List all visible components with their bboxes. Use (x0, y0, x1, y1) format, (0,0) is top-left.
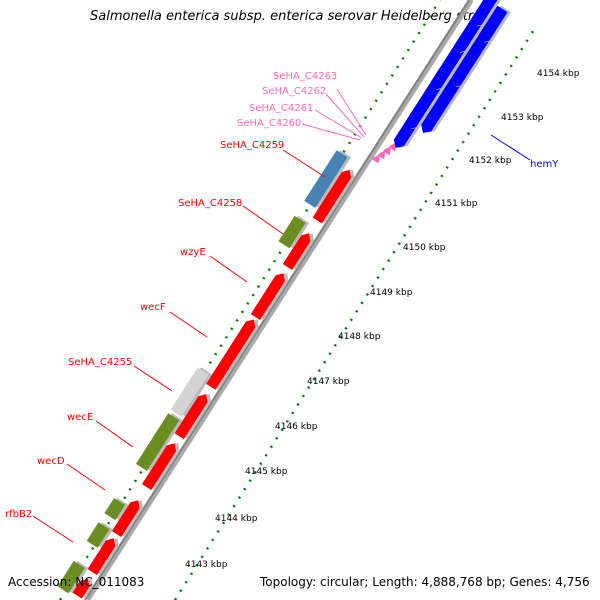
leader-line-sehac4259 (282, 149, 326, 178)
outer-gene-1 (86, 522, 114, 548)
backbone (84, 0, 474, 600)
small-gene-2 (377, 150, 385, 160)
reverse-gene-5 (471, 0, 504, 27)
outer-gene-1-shape (86, 522, 110, 548)
gene-label-hemy: hemY (530, 159, 559, 170)
leader-line-rfbb2 (32, 515, 74, 543)
forward-gene-6-shape (250, 273, 285, 321)
gene-label-sehac4262: SeHA_C4262 (262, 86, 326, 97)
forward-gene-bottom-shape (72, 578, 90, 599)
tick-label-4145: 4145 kbp (245, 467, 288, 477)
tick-label-4149: 4149 kbp (370, 288, 413, 298)
tick-label-4148: 4148 kbp (338, 332, 381, 342)
tick-label-4152: 4152 kbp (469, 156, 512, 166)
small-gene-3-shape (383, 146, 391, 156)
forward-gene-3-shape (141, 443, 177, 491)
gene-label-sehac4259: SeHA_C4259 (220, 140, 284, 151)
small-gene-2-shape (377, 150, 385, 160)
outer-gene-5-shape (278, 215, 306, 249)
minor-tick-line-outer (58, 0, 442, 600)
gene-label-wzye: wzyE (180, 247, 206, 258)
leader-line-sehac4261 (314, 109, 363, 139)
reverse-gene-outer-1-shape (421, 79, 461, 134)
forward-gene-7-shape (282, 233, 311, 270)
genome-summary: Topology: circular; Length: 4,888,768 bp… (260, 575, 590, 589)
leader-line-sehac4260 (301, 123, 361, 141)
gene-label-wece: wecE (67, 412, 93, 423)
outer-gene-6-shape (304, 150, 348, 208)
small-gene-3 (383, 146, 391, 156)
leader-line-hemy (490, 134, 531, 161)
forward-gene-5-shape (206, 319, 256, 390)
leader-line-wece (95, 420, 134, 448)
gene-features (57, 0, 512, 599)
gene-label-sehac4258: SeHA_C4258 (178, 198, 242, 209)
outer-gene-bottom (57, 560, 89, 594)
forward-gene-8 (312, 169, 355, 224)
gene-label-wecd: wecD (37, 456, 65, 467)
reverse-gene-outer-3-shape (479, 5, 508, 43)
small-gene-4 (388, 142, 397, 152)
small-gene-4-shape (388, 142, 397, 152)
forward-gene-4-shape (174, 394, 208, 440)
outer-gene-2-shape (104, 497, 126, 521)
gene-label-wecf: wecF (140, 302, 166, 313)
outer-gene-4-shape (170, 367, 209, 417)
leader-line-wecd (66, 463, 106, 491)
outer-gene-6 (304, 150, 352, 208)
outer-gene-2 (104, 497, 129, 521)
genome-title: Salmonella enterica subsp. enterica sero… (90, 9, 493, 24)
forward-gene-bottom (72, 578, 93, 599)
small-gene-1 (372, 154, 380, 164)
accession-label: Accession: NC_011083 (8, 575, 145, 589)
tick-labels: 4143 kbp 4144 kbp 4145 kbp 4146 kbp 4147… (185, 69, 580, 570)
forward-gene-6 (250, 273, 289, 321)
tick-label-4151: 4151 kbp (435, 199, 478, 209)
outer-gene-3-shape (135, 413, 180, 471)
small-gene-1-shape (372, 154, 380, 164)
tick-lines (58, 0, 537, 600)
leader-line-sehac4255 (133, 365, 173, 392)
leader-line-sehac4262 (325, 93, 365, 138)
outer-gene-4 (170, 367, 213, 417)
outer-gene-bottom-shape (57, 560, 85, 594)
forward-gene-7 (282, 233, 315, 270)
forward-gene-5 (206, 319, 259, 390)
outer-gene-3 (135, 413, 183, 471)
gene-labels: SeHA_C4263 SeHA_C4262 SeHA_C4261 SeHA_C4… (5, 71, 559, 543)
backbone-shadow (86, 0, 474, 600)
gene-label-sehac4255: SeHA_C4255 (68, 357, 132, 368)
leader-line-wecf (169, 311, 208, 338)
gene-label-sehac4261: SeHA_C4261 (249, 103, 313, 114)
tick-label-4143: 4143 kbp (185, 560, 228, 570)
backbone-line (84, 0, 470, 600)
leader-line-sehac4263 (336, 88, 367, 136)
forward-gene-1 (87, 538, 119, 575)
leader-line-wzye (209, 255, 248, 283)
outer-gene-5 (278, 215, 310, 249)
reverse-gene-outer-3 (479, 5, 512, 43)
tick-label-4147: 4147 kbp (307, 377, 350, 387)
reverse-gene-outer-1 (421, 79, 465, 134)
forward-gene-8-shape (312, 169, 351, 224)
tick-label-4146: 4146 kbp (275, 422, 318, 432)
tick-label-4154: 4154 kbp (537, 69, 580, 79)
tick-label-4150: 4150 kbp (403, 243, 446, 253)
forward-gene-2-shape (111, 500, 140, 537)
gene-label-rfbb2: rfbB2 (5, 509, 32, 520)
forward-gene-1-shape (87, 538, 116, 575)
gene-label-sehac4260: SeHA_C4260 (237, 118, 301, 129)
forward-gene-4 (174, 394, 212, 440)
forward-gene-3 (141, 443, 180, 491)
gene-label-sehac4263: SeHA_C4263 (273, 71, 337, 82)
tick-label-4153: 4153 kbp (501, 113, 544, 123)
reverse-gene-5-shape (471, 0, 500, 27)
forward-gene-2 (111, 500, 144, 537)
leader-line-sehac4258 (242, 205, 284, 235)
tick-label-4144: 4144 kbp (215, 514, 258, 524)
